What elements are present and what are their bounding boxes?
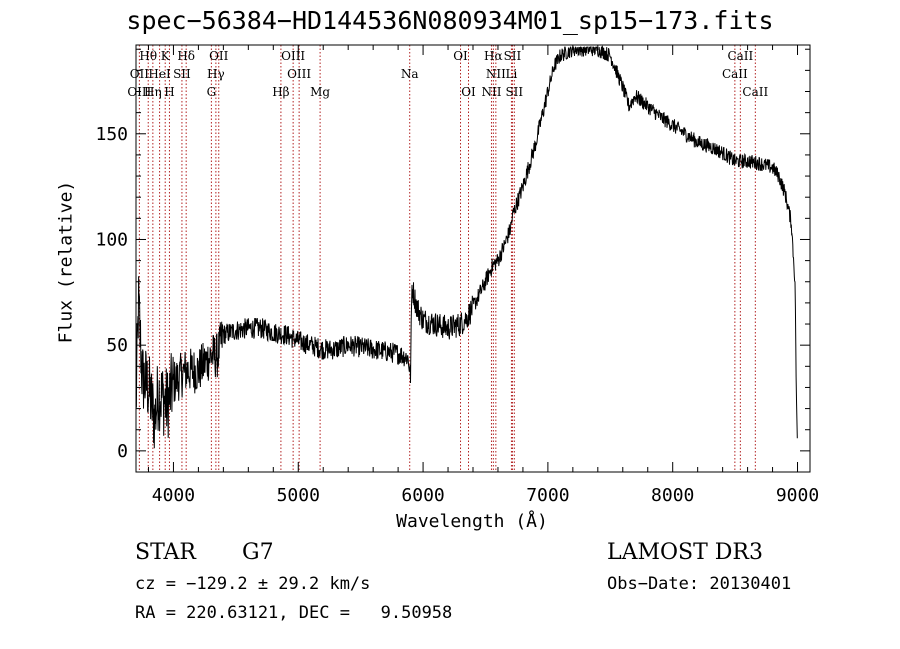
spectral-line-label: OI	[461, 85, 476, 99]
spectral-line-label: OIII	[281, 49, 305, 63]
spectral-line-label: SII	[505, 85, 523, 99]
x-tick-label: 6000	[401, 485, 444, 506]
x-tick-label: 7000	[526, 485, 569, 506]
spectral-line-label: CaII	[742, 85, 768, 99]
spectral-line-label: SII	[504, 49, 522, 63]
spectral-line-label: Li	[506, 67, 518, 81]
spectral-line-label: NII	[486, 67, 506, 81]
x-axis-label: Wavelength (Å)	[396, 511, 548, 532]
y-axis-label: Flux (relative)	[55, 180, 77, 344]
spectral-line-label: CaII	[722, 67, 748, 81]
survey-name: LAMOST DR3	[607, 540, 763, 565]
y-tick-label: 50	[106, 335, 128, 356]
spectral-line-label: OIII	[287, 67, 311, 81]
spectral-line-label: Hγ	[207, 67, 225, 81]
x-tick-label: 4000	[152, 485, 195, 506]
spectral-line-label: Hβ	[272, 85, 289, 99]
spectral-line-label: HeI	[148, 67, 171, 81]
spectral-line-label: OIII	[127, 85, 151, 99]
y-tick-label: 100	[95, 229, 128, 250]
spectral-line-label: OII	[130, 67, 150, 81]
spectral-line-label: Hδ	[177, 49, 195, 63]
spectrum-line	[135, 45, 798, 449]
object-type: G7	[242, 540, 274, 565]
spectral-line-label: SII	[173, 67, 191, 81]
spectral-line-markers	[138, 45, 756, 472]
x-tick-label: 5000	[277, 485, 320, 506]
spectral-line-label: Hθ	[139, 49, 157, 63]
spectral-line-label: OII	[209, 49, 229, 63]
x-tick-label: 9000	[776, 485, 819, 506]
spectral-line-label: G	[207, 85, 217, 99]
plot-axes: 4000 5000 6000 7000 8000 9000 0 50 100 150	[95, 44, 819, 506]
spectrum-series	[135, 45, 798, 449]
redshift-velocity: cz = −129.2 ± 29.2 km/s	[135, 574, 371, 594]
y-tick-label: 0	[117, 441, 128, 462]
plot-frame	[135, 44, 811, 473]
x-tick-label: 8000	[651, 485, 694, 506]
spectral-line-label: Mg	[310, 85, 330, 99]
chart-title: spec−56384−HD144536N080934M01_sp15−173.f…	[126, 6, 774, 35]
spectral-line-label: NII	[481, 85, 501, 99]
spectral-line-label: H	[164, 85, 174, 99]
spectral-line-label: CaII	[727, 49, 753, 63]
spectral-line-label: Hα	[484, 49, 503, 63]
spectral-line-label: K	[161, 49, 171, 63]
spectral-line-label: Hη	[144, 85, 162, 99]
spectral-line-label: OI	[453, 49, 468, 63]
ra-dec-coordinates: RA = 220.63121, DEC = 9.50958	[135, 603, 453, 623]
spectral-line-label: Na	[401, 67, 419, 81]
y-tick-label: 150	[95, 124, 128, 145]
object-class: STAR	[135, 540, 196, 565]
observation-date: Obs−Date: 20130401	[607, 574, 792, 594]
